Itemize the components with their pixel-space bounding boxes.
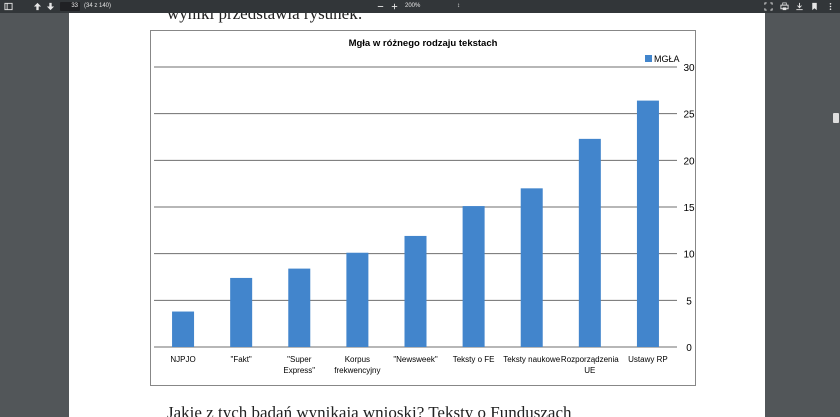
chart-frame: Mgła w różnego rodzaju tekstach MGŁA 0 5 1…	[150, 30, 696, 386]
scrollbar[interactable]	[832, 13, 840, 417]
page-count: (34 z 140)	[84, 3, 112, 9]
scrollbar-thumb[interactable]	[833, 113, 839, 123]
x-tick-label: "Fakt"	[231, 355, 252, 364]
bar	[288, 268, 311, 347]
legend-swatch	[645, 55, 652, 62]
bar	[578, 138, 601, 347]
sidebar-toggle-icon[interactable]	[4, 2, 13, 11]
chart-title: Mgła w różnego rodzaju tekstach	[349, 38, 498, 49]
pdf-page: wyniki przedstawia rysunek: Mgła w różne…	[69, 13, 765, 417]
bookmark-icon[interactable]	[810, 2, 819, 11]
arrow-up-icon[interactable]	[33, 2, 42, 11]
x-tick-label: "Super Express"	[283, 355, 315, 375]
zoom-dropdown[interactable]: ↕	[457, 3, 460, 9]
y-tick-label: 15	[683, 203, 695, 214]
print-icon[interactable]	[780, 2, 789, 11]
more-options-icon[interactable]	[826, 2, 835, 11]
pdf-viewer[interactable]: wyniki przedstawia rysunek: Mgła w różne…	[0, 13, 840, 417]
legend-label: MGŁA	[654, 54, 680, 64]
y-tick-label: 25	[683, 110, 695, 121]
arrow-down-icon[interactable]	[46, 2, 55, 11]
y-tick-label: 20	[683, 156, 695, 167]
bar	[636, 100, 659, 347]
page-number-input[interactable]: 33	[60, 2, 80, 11]
fit-page-icon[interactable]	[764, 2, 773, 11]
document-top-text: wyniki przedstawia rysunek:	[167, 13, 363, 23]
bar	[520, 188, 543, 347]
bar-chart: Mgła w różnego rodzaju tekstach MGŁA 0 5 1…	[154, 38, 695, 375]
x-tick-label: "Newsweek"	[393, 355, 438, 364]
download-icon[interactable]	[795, 2, 804, 11]
bar	[172, 311, 195, 347]
zoom-in-icon[interactable]	[390, 2, 399, 11]
pdf-toolbar: 33 (34 z 140) 200% ↕	[0, 0, 840, 13]
zoom-out-icon[interactable]	[376, 2, 385, 11]
bar	[230, 277, 253, 347]
x-tick-label: Teksty o FE	[453, 355, 495, 364]
x-tick-label: Teksty naukowe	[503, 355, 560, 364]
x-tick-label: Ustawy RP	[628, 355, 668, 364]
document-bottom-text: Jakie z tych badań wynikają wnioski? Tek…	[167, 403, 572, 417]
zoom-level[interactable]: 200%	[405, 3, 421, 9]
x-tick-label: Korpus frekwencyjny	[334, 355, 380, 375]
y-tick-label: 0	[686, 343, 692, 354]
bar	[462, 206, 485, 347]
x-tick-label: NJPJO	[170, 355, 195, 364]
y-tick-label: 30	[683, 63, 695, 74]
x-tick-label: Rozporządzenia UE	[561, 355, 619, 375]
y-tick-label: 10	[683, 250, 695, 261]
bar	[404, 235, 427, 347]
y-tick-label: 5	[686, 296, 692, 307]
bar	[346, 252, 369, 347]
